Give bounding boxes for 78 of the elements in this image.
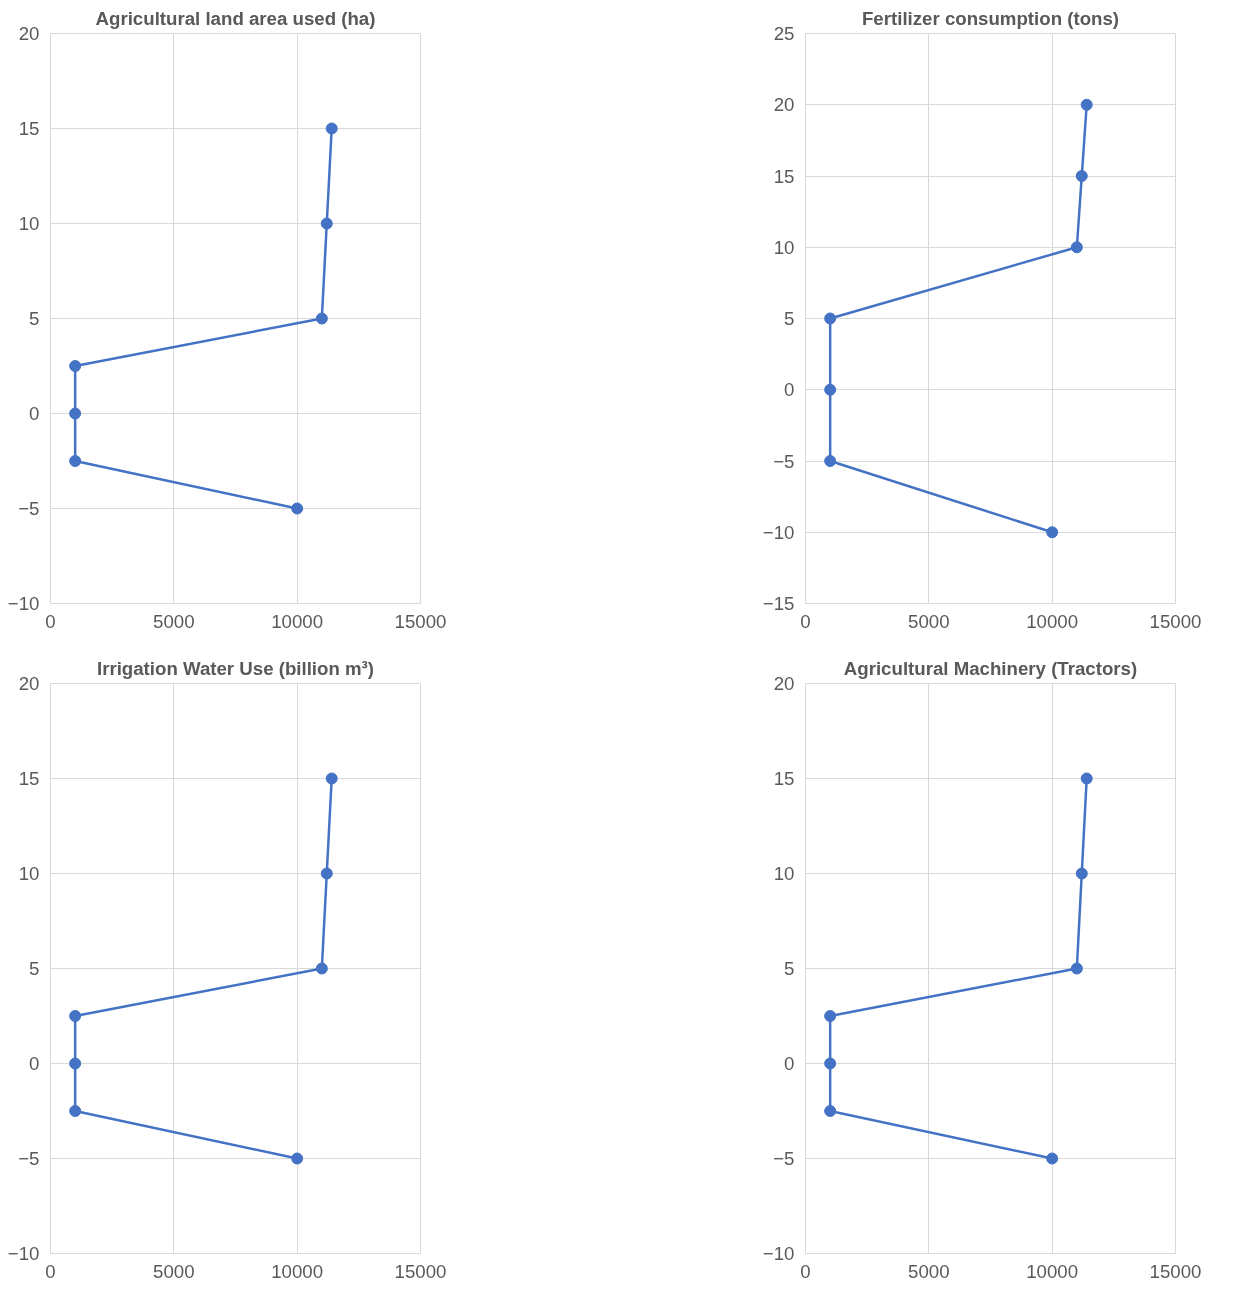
- point: [69, 1010, 82, 1022]
- y-tick-label: 0: [29, 403, 40, 424]
- x-tick-label: 15000: [394, 1260, 447, 1282]
- point: [325, 122, 338, 135]
- y-tick-label: −10: [762, 1243, 795, 1264]
- chart-title: Fertilizer consumption (tons): [861, 7, 1120, 29]
- x-tick-label: 5000: [908, 610, 950, 632]
- point: [824, 455, 837, 467]
- point: [1046, 1152, 1059, 1165]
- y-tick-label: −5: [18, 498, 40, 519]
- y-tick-label: 20: [773, 94, 795, 116]
- y-tick-label: 5: [29, 308, 40, 329]
- y-tick-label: 25: [773, 23, 795, 44]
- y-tick-label: 0: [784, 379, 795, 401]
- y-tick-label: 15: [773, 768, 795, 789]
- y-tick-label: 20: [18, 23, 40, 44]
- x-tick-label: 15000: [1149, 610, 1202, 632]
- point: [69, 407, 82, 420]
- y-tick-label: 10: [773, 863, 795, 884]
- y-tick-label: 5: [784, 958, 795, 979]
- y-tick-label: 10: [18, 213, 40, 234]
- x-tick-label: 10000: [271, 610, 324, 632]
- point: [69, 455, 82, 467]
- x-tick-label: 5000: [153, 610, 195, 632]
- x-tick-label: 0: [45, 1260, 56, 1282]
- point: [291, 1152, 304, 1165]
- y-tick-label: −10: [762, 521, 795, 543]
- point: [824, 312, 837, 325]
- y-tick-label: 15: [773, 165, 795, 187]
- point: [1070, 241, 1083, 254]
- y-tick-label: −10: [7, 1243, 40, 1264]
- y-tick-label: 10: [773, 236, 795, 258]
- point: [315, 312, 328, 325]
- point: [69, 1057, 82, 1070]
- y-tick-label: −10: [7, 593, 40, 614]
- x-tick-label: 0: [45, 610, 56, 632]
- y-tick-label: 0: [784, 1053, 795, 1074]
- chart-title: Irrigation Water Use (billion m³): [96, 657, 375, 679]
- point: [320, 217, 333, 230]
- point: [1046, 526, 1059, 539]
- point: [315, 962, 328, 975]
- x-tick-label: 10000: [271, 1260, 324, 1282]
- x-tick-label: 10000: [1026, 1260, 1079, 1282]
- point: [291, 502, 304, 515]
- y-tick-label: −5: [18, 1148, 40, 1169]
- point: [1075, 170, 1088, 182]
- y-tick-label: 15: [18, 768, 40, 789]
- point: [1070, 962, 1083, 975]
- y-tick-label: 20: [773, 673, 795, 694]
- point: [1080, 772, 1093, 785]
- point: [824, 1057, 837, 1070]
- point: [824, 1010, 837, 1022]
- y-tick-label: 10: [18, 863, 40, 884]
- chart-title: Agricultural Machinery (Tractors): [843, 657, 1138, 679]
- point: [69, 360, 82, 372]
- x-tick-label: 5000: [153, 1260, 195, 1282]
- point: [69, 1105, 82, 1117]
- y-tick-label: 0: [29, 1053, 40, 1074]
- point: [1075, 867, 1088, 880]
- y-tick-label: 5: [29, 958, 40, 979]
- point: [824, 1105, 837, 1117]
- x-tick-label: 0: [800, 610, 811, 632]
- point: [1080, 98, 1093, 111]
- x-tick-label: 15000: [1149, 1260, 1202, 1282]
- y-tick-label: 20: [18, 673, 40, 694]
- y-tick-label: −5: [773, 450, 795, 472]
- y-tick-label: −15: [762, 593, 795, 614]
- chart-title: Agricultural land area used (ha): [95, 7, 376, 29]
- x-tick-label: 5000: [908, 1260, 950, 1282]
- y-tick-label: 15: [18, 118, 40, 139]
- point: [320, 867, 333, 880]
- y-tick-label: 5: [784, 308, 795, 329]
- y-tick-label: −5: [773, 1148, 795, 1169]
- point: [824, 383, 837, 396]
- point: [325, 772, 338, 785]
- x-tick-label: 0: [800, 1260, 811, 1282]
- x-tick-label: 15000: [394, 610, 447, 632]
- x-tick-label: 10000: [1026, 610, 1079, 632]
